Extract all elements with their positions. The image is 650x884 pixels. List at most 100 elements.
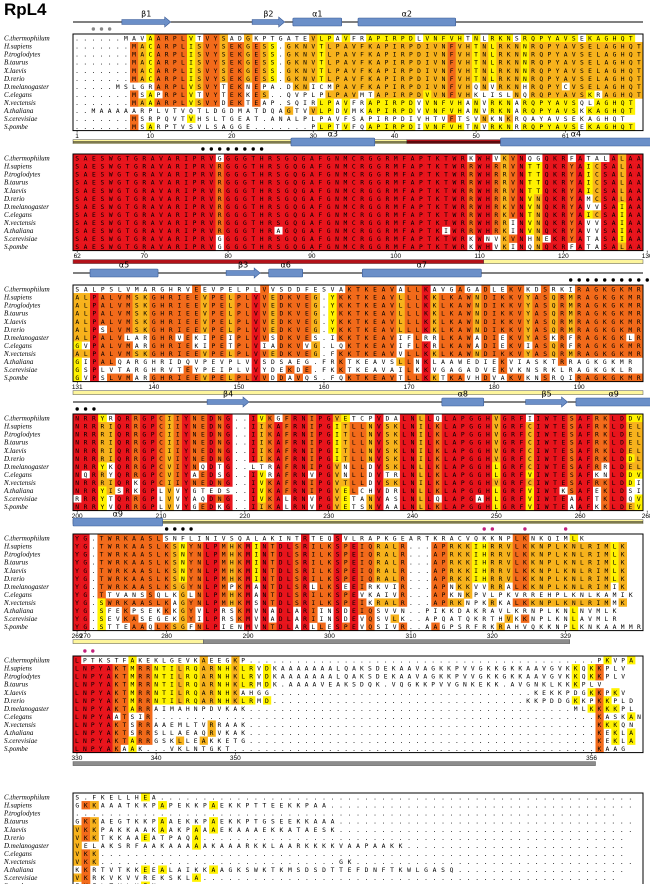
residue: K [553,172,557,179]
residue: G [302,180,306,187]
residue: R [385,180,389,187]
residue: K [368,60,372,67]
residue: . [314,367,318,374]
residue: A [458,351,462,358]
residue: L [441,295,445,302]
residue: G [134,212,138,219]
residue: F [569,335,573,342]
residue: F [450,84,454,91]
residue: K [348,287,352,294]
residue: V [458,84,462,91]
residue: V [336,116,340,123]
ruler-label: 70 [141,253,149,260]
residue: K [433,311,437,318]
residue: L [181,60,185,67]
residue: H [160,295,164,302]
residue: R [385,212,389,219]
residue: N [520,228,524,235]
residue-cell [146,66,155,75]
residue: V [271,287,275,294]
residue: R [218,188,222,195]
residue: I [220,367,224,374]
residue: G [152,375,156,382]
residue: A [310,236,314,243]
helix-mark [361,268,482,278]
residue: R [490,124,494,131]
residue: S [100,212,104,219]
residue: F [442,124,446,131]
residue: N [515,44,519,51]
residue-cell [292,42,302,51]
residue: L [399,319,403,326]
residue: A [167,164,171,171]
residue: R [531,52,535,59]
residue: I [184,212,188,219]
residue: Q [293,244,297,251]
residue: G [327,156,331,163]
residue-cell [309,50,318,59]
residue: A [167,212,171,219]
ruler-label: 130 [642,253,650,260]
residue: Y [570,236,574,243]
residue: V [203,303,207,310]
residue: Q [545,220,549,227]
residue: . [262,116,266,123]
ruler-label: 50 [472,133,480,140]
residue: E [194,375,198,382]
residue: Q [545,204,549,211]
residue: I [177,319,181,326]
residue: . [124,68,128,75]
residue: K [436,196,440,203]
residue: K [594,367,598,374]
residue: S [197,84,201,91]
residue: H [486,180,490,187]
residue: L [417,36,421,43]
residue: R [311,100,315,107]
residue: G [369,180,373,187]
residue: R [637,327,641,334]
residue: A [535,351,539,358]
residue: E [373,303,377,310]
residue: K [424,351,428,358]
residue: G [594,335,598,342]
residue: E [186,303,190,310]
residue: Q [293,220,297,227]
residue: E [92,180,96,187]
residue: R [560,303,564,310]
residue: A [167,244,171,251]
residue: A [339,287,343,294]
residue: A [612,164,616,171]
residue: H [260,220,264,227]
residue: V [511,164,515,171]
residue: Q [523,92,527,99]
residue: I [511,244,515,251]
species-name: H.sapiens [3,43,32,51]
residue: S [564,116,568,123]
residue: H [486,188,490,195]
residue: D [287,84,291,91]
residue: T [536,188,540,195]
residue: K [603,343,607,350]
residue: F [318,212,322,219]
residue: S [580,84,584,91]
residue: A [148,100,152,107]
residue: Y [547,36,551,43]
residue: . [322,327,326,334]
residue: T [295,36,299,43]
ruler-label: 180 [489,384,500,391]
residue: . [322,303,326,310]
residue: A [151,220,155,227]
residue: E [228,287,232,294]
residue: V [189,92,193,99]
residue: R [268,204,272,211]
residue: R [201,228,205,235]
residue: G [467,287,471,294]
residue: . [116,92,120,99]
residue: S [603,204,607,211]
residue: K [339,295,343,302]
residue: R [469,204,473,211]
residue: R [201,156,205,163]
residue: V [109,367,113,374]
residue-cell [366,82,375,91]
residue: V [433,84,437,91]
